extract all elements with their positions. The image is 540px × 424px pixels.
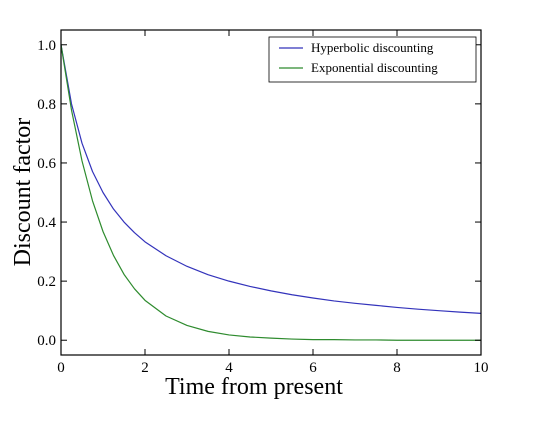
y-tick-label: 0.2 xyxy=(37,274,56,290)
y-tick-label: 1.0 xyxy=(37,38,56,54)
legend: Hyperbolic discounting Exponential disco… xyxy=(268,36,477,83)
x-tick-label: 8 xyxy=(393,360,401,376)
x-tick-label: 10 xyxy=(474,360,489,376)
plot-frame xyxy=(60,29,482,356)
legend-frame xyxy=(268,36,477,83)
y-tick-label: 0.6 xyxy=(37,156,56,172)
x-axis-label: Time from present xyxy=(165,374,343,400)
ticks-layer: 0 2 4 6 8 10 0.0 0.2 0.4 0.6 0.8 1.0 xyxy=(37,30,489,376)
legend-label-hyperbolic: Hyperbolic discounting xyxy=(311,40,434,55)
x-tick-label: 2 xyxy=(141,360,149,376)
series-line-hyperbolic xyxy=(60,44,482,314)
y-tick-label: 0.4 xyxy=(37,215,56,231)
x-tick-label: 0 xyxy=(57,360,65,376)
series-layer xyxy=(60,44,482,341)
x-tick-label: 4 xyxy=(225,360,233,376)
y-axis-label: Discount factor xyxy=(10,118,36,267)
series-line-exponential xyxy=(60,44,481,341)
y-tick-label: 0.8 xyxy=(37,97,56,113)
legend-label-exponential: Exponential discounting xyxy=(311,60,438,75)
x-tick-label: 6 xyxy=(309,360,317,376)
y-tick-label: 0.0 xyxy=(37,333,56,349)
